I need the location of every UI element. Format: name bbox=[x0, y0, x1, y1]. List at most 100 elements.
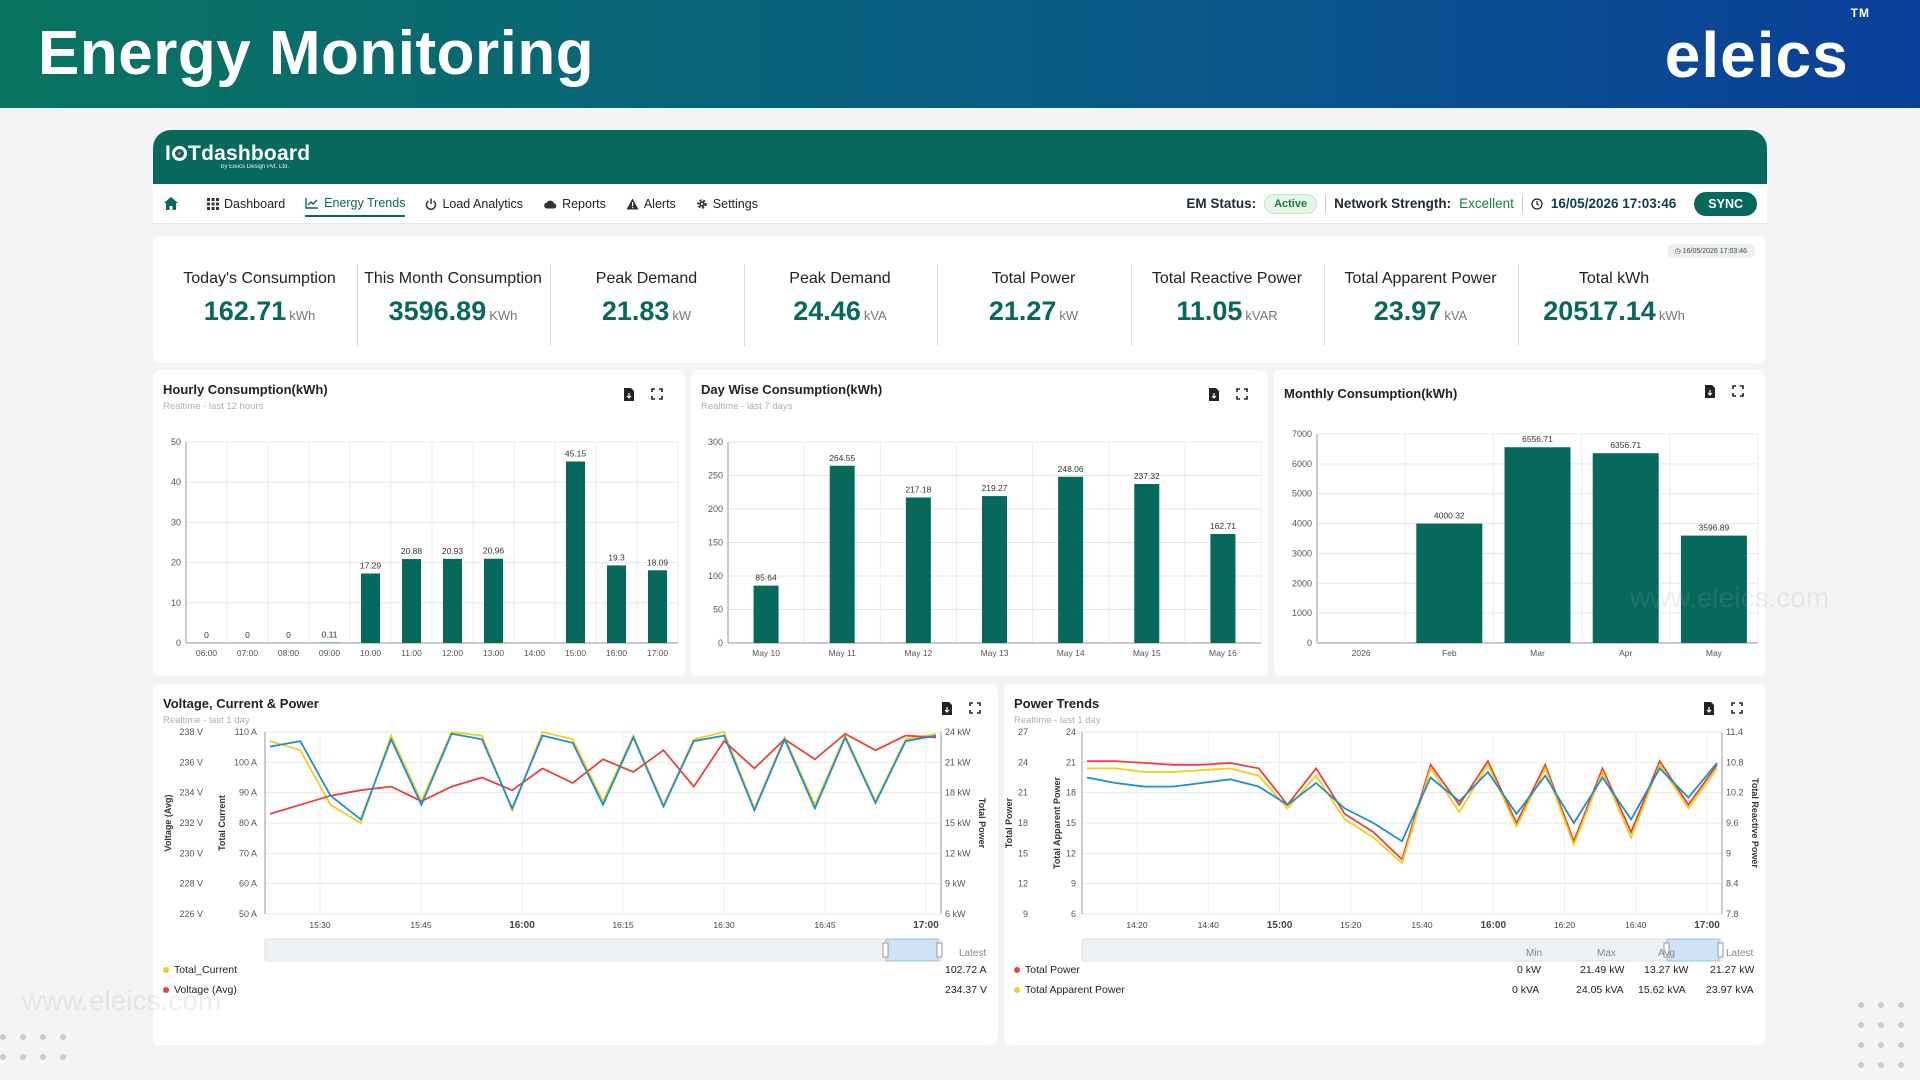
download-file-icon[interactable] bbox=[941, 702, 953, 715]
status-area: EM Status: Active Network Strength: Exce… bbox=[1186, 191, 1757, 216]
y-tick-label: 300 bbox=[708, 437, 723, 447]
kpi-label: This Month Consumption bbox=[364, 270, 542, 287]
y-tick-label: 20 bbox=[171, 558, 181, 568]
data-label: 217.18 bbox=[905, 484, 931, 494]
data-label: 248.06 bbox=[1058, 464, 1084, 474]
y-tick-label: 200 bbox=[708, 504, 723, 514]
y-tick-label: 236 V bbox=[179, 757, 203, 767]
axis-title: Total Power bbox=[977, 798, 987, 849]
nav-alerts[interactable]: Alerts bbox=[626, 184, 676, 224]
y-tick-label: 24 bbox=[1018, 757, 1028, 767]
data-label: 6556.71 bbox=[1522, 434, 1553, 444]
x-tick-label: 17:00 bbox=[647, 648, 669, 658]
legend-header-latest: Latest bbox=[1726, 948, 1754, 959]
hourly-card: Hourly Consumption(kWh) Realtime - last … bbox=[153, 370, 685, 676]
y-tick-label: 15 bbox=[1066, 818, 1076, 828]
sync-button[interactable]: SYNC bbox=[1694, 191, 1757, 216]
data-label: 20.93 bbox=[442, 546, 464, 556]
data-label: 18.09 bbox=[647, 557, 669, 567]
y-tick-label: 21 kW bbox=[945, 757, 971, 767]
y-tick-label: 1000 bbox=[1292, 608, 1312, 618]
y-tick-label: 21 bbox=[1018, 788, 1028, 798]
kpi-value: 24.46 kVA bbox=[744, 296, 937, 327]
y-tick-label: 6 bbox=[1071, 909, 1076, 919]
bar bbox=[1134, 483, 1160, 643]
kpi-number: 20517.14 bbox=[1543, 296, 1656, 326]
y-tick-label: 18 bbox=[1066, 788, 1076, 798]
expand-icon[interactable] bbox=[969, 702, 981, 714]
legend-latest: 234.37 V bbox=[945, 984, 988, 996]
expand-icon[interactable] bbox=[1236, 388, 1248, 400]
x-tick-label: May 14 bbox=[1057, 648, 1085, 658]
x-tick-label: 2026 bbox=[1352, 648, 1371, 658]
expand-icon[interactable] bbox=[1732, 385, 1744, 397]
kpi-divider bbox=[1130, 264, 1132, 346]
legend-min: 0 kW bbox=[1517, 964, 1541, 976]
home-button[interactable] bbox=[163, 184, 179, 224]
app-logo[interactable]: I Tdashboard by Eleics Design Pvt. Ltd. bbox=[165, 142, 310, 170]
nav-energy-trends[interactable]: Energy Trends bbox=[305, 191, 406, 217]
expand-icon[interactable] bbox=[1731, 702, 1743, 714]
y-tick-label: 9 kW bbox=[945, 879, 966, 889]
x-tick-label: 13:00 bbox=[483, 648, 505, 658]
axis-title: Total Reactive Power bbox=[1750, 778, 1760, 868]
kpi-number: 3596.89 bbox=[388, 296, 487, 326]
legend-item[interactable]: Total Apparent Power bbox=[1014, 984, 1125, 996]
divider bbox=[1521, 194, 1523, 213]
kpi-unit: kVA bbox=[863, 308, 887, 323]
y-tick-label: 8.4 bbox=[1726, 879, 1739, 889]
kpi-divider bbox=[743, 264, 745, 346]
x-tick-label: May 11 bbox=[829, 648, 857, 658]
card-title: Monthly Consumption(kWh) bbox=[1284, 386, 1458, 401]
legend-name: Total_Current bbox=[174, 964, 238, 976]
y-tick-label: 6000 bbox=[1292, 459, 1312, 469]
kpi-unit: kW bbox=[1059, 308, 1079, 323]
logo-ring-icon bbox=[172, 146, 188, 161]
bar bbox=[484, 558, 503, 643]
kpi-unit: kVAR bbox=[1245, 308, 1278, 323]
x-tick-label: 17:00 bbox=[913, 920, 939, 931]
logo-prefix: I bbox=[165, 142, 172, 165]
banner-title: Energy Monitoring bbox=[38, 19, 595, 88]
legend-name: Voltage (Avg) bbox=[174, 984, 237, 996]
gear-icon bbox=[696, 198, 708, 210]
card-toolbar bbox=[623, 388, 663, 401]
download-file-icon[interactable] bbox=[623, 388, 635, 401]
x-tick-label: 15:00 bbox=[565, 648, 587, 658]
bar bbox=[361, 573, 380, 643]
nav-reports[interactable]: Reports bbox=[543, 184, 606, 224]
legend-item[interactable]: Voltage (Avg) bbox=[163, 984, 237, 996]
x-tick-label: May 16 bbox=[1209, 648, 1237, 658]
download-file-icon[interactable] bbox=[1208, 388, 1220, 401]
legend-item[interactable]: Total Power bbox=[1014, 964, 1080, 976]
y-tick-label: 9 bbox=[1023, 909, 1028, 919]
y-tick-label: 100 A bbox=[234, 757, 257, 767]
nav-load-analytics[interactable]: Load Analytics bbox=[425, 184, 523, 224]
bar bbox=[607, 565, 626, 643]
power-line-chart: 14:20 14:40 15:00 15:20 15:40 16:00 16:20 16:40… bbox=[1004, 727, 1760, 962]
y-tick-label: 250 bbox=[708, 471, 723, 481]
expand-icon[interactable] bbox=[651, 388, 663, 400]
x-tick-label: 16:45 bbox=[814, 920, 836, 930]
x-tick-label: May 15 bbox=[1133, 648, 1161, 658]
nav-reports-label: Reports bbox=[562, 196, 606, 211]
bar bbox=[753, 585, 779, 643]
legend-dot bbox=[1014, 987, 1020, 993]
y-tick-label: 24 bbox=[1066, 727, 1076, 737]
power-icon bbox=[425, 198, 437, 210]
kpi-label: Today's Consumption bbox=[183, 270, 336, 287]
x-tick-label: 16:30 bbox=[713, 920, 735, 930]
x-tick-label: 16:15 bbox=[612, 920, 634, 930]
nav-settings[interactable]: Settings bbox=[696, 184, 758, 224]
kpi-number: 11.05 bbox=[1176, 296, 1243, 326]
daywise-bar-chart: 0 50 100 150 200 250 300 May 10 85.64 May 11 264.5… bbox=[708, 437, 1262, 658]
legend-item[interactable]: Total_Current bbox=[163, 964, 237, 976]
range-handle bbox=[1717, 942, 1724, 958]
download-file-icon[interactable] bbox=[1704, 385, 1716, 398]
download-file-icon[interactable] bbox=[1703, 702, 1715, 715]
divider bbox=[1325, 194, 1327, 213]
kpi-tile: Total Power 21.27 kW bbox=[937, 256, 1130, 340]
bar bbox=[1504, 447, 1571, 643]
y-tick-label: 234 V bbox=[179, 788, 203, 798]
nav-dashboard[interactable]: Dashboard bbox=[207, 184, 285, 224]
